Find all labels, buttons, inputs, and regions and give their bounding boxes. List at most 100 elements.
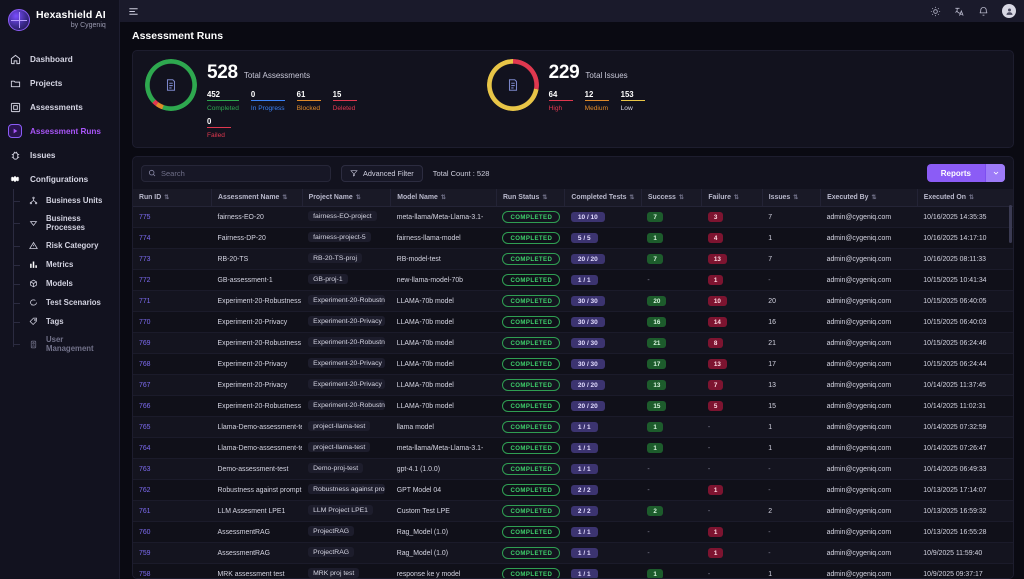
cell-run-id[interactable]: 764 [133, 437, 212, 460]
column-header-executed-on[interactable]: Executed On ⇅ [917, 189, 1013, 208]
hamburger-icon[interactable] [128, 6, 139, 17]
sort-icon[interactable]: ⇅ [164, 195, 170, 202]
sidebar-item-models[interactable]: Models [13, 274, 119, 293]
legend-name: Medium [584, 105, 609, 113]
table-row[interactable]: 772 GB-assessment-1 GB-proj-1 new-llama-mod… [133, 269, 1013, 292]
column-header-failure[interactable]: Failure ⇅ [701, 189, 763, 208]
cell-run-id[interactable]: 772 [133, 269, 212, 292]
cell-run-id[interactable]: 759 [133, 542, 212, 565]
search-box[interactable] [141, 164, 331, 182]
cell-run-id[interactable]: 769 [133, 332, 212, 355]
translate-icon[interactable] [954, 6, 965, 17]
vertical-scrollbar[interactable] [1009, 205, 1012, 244]
table-scroll-area[interactable]: Run ID ⇅ Assessment Name ⇅ Project Name ⇅ M… [133, 189, 1013, 578]
table-row[interactable]: 775 fairness-EO-20 fairness-EO-project meta… [133, 206, 1013, 229]
table-row[interactable]: 767 Experiment-20-Privacy Experiment-20-Pr… [133, 374, 1013, 397]
sidebar-item-risk-category[interactable]: Risk Category [13, 236, 119, 255]
column-header-run-id[interactable]: Run ID ⇅ [133, 189, 213, 208]
sidebar-item-dashboard[interactable]: Dashboard [0, 47, 119, 71]
stat-label: Total Assessments [243, 71, 311, 80]
table-row[interactable]: 765 Llama-Demo-assessment-te project-llama… [133, 416, 1013, 439]
sun-icon[interactable] [930, 6, 941, 17]
cell-run-id[interactable]: 775 [133, 206, 212, 229]
sidebar-nav: Dashboard Projects Assessments Assessmen… [0, 42, 119, 357]
cell-success: 15 [647, 401, 667, 412]
sidebar-item-tags[interactable]: Tags [13, 312, 119, 331]
sidebar-item-user-management[interactable]: User Management [13, 331, 119, 357]
sidebar-item-projects[interactable]: Projects [0, 71, 119, 95]
sort-icon[interactable]: ⇅ [678, 195, 684, 202]
sidebar-item-business-units[interactable]: Business Units [13, 191, 119, 210]
column-header-assessment-name[interactable]: Assessment Name ⇅ [211, 189, 303, 208]
cell-run-id[interactable]: 761 [133, 500, 212, 523]
chevron-down-icon[interactable] [985, 164, 1005, 183]
table-row[interactable]: 762 Robustness against prompt i Robustness… [133, 479, 1013, 502]
search-input[interactable] [161, 168, 324, 178]
cell-run-id[interactable]: 773 [133, 248, 212, 271]
table-row[interactable]: 774 Fairness-DP-20 fairness-project-5 fairn… [133, 227, 1013, 250]
sort-icon[interactable]: ⇅ [440, 195, 446, 202]
sort-icon[interactable]: ⇅ [968, 195, 974, 202]
table-row[interactable]: 758 MRK assessment test MRK proj test respo… [133, 563, 1013, 578]
sort-icon[interactable]: ⇅ [871, 195, 877, 202]
sort-icon[interactable]: ⇅ [282, 195, 288, 202]
cell-run-id[interactable]: 771 [133, 290, 212, 313]
sidebar-item-configurations[interactable]: Configurations [0, 167, 119, 191]
col-label: Run Status [502, 194, 540, 202]
cell-run-id[interactable]: 765 [133, 416, 212, 439]
bell-icon[interactable] [978, 6, 989, 17]
cell-run-id[interactable]: 758 [133, 563, 212, 578]
sort-icon[interactable]: ⇅ [542, 195, 548, 202]
cell-assessment-name: Demo-assessment-test [211, 458, 303, 481]
table-body: 775 fairness-EO-20 fairness-EO-project meta… [133, 206, 1013, 578]
cell-run-id[interactable]: 770 [133, 311, 212, 334]
table-row[interactable]: 760 AssessmentRAG ProjectRAG Rag_Model (1.0… [133, 521, 1013, 544]
sort-icon[interactable]: ⇅ [355, 195, 361, 202]
column-header-run-status[interactable]: Run Status ⇅ [496, 189, 566, 208]
cell-assessment-name: Llama-Demo-assessment-te [211, 437, 303, 460]
table-row[interactable]: 759 AssessmentRAG ProjectRAG Rag_Model (1.0… [133, 542, 1013, 565]
column-header-project-name[interactable]: Project Name ⇅ [302, 189, 392, 208]
advanced-filter-button[interactable]: Advanced Filter [341, 164, 423, 182]
sidebar-item-assessments[interactable]: Assessments [0, 95, 119, 119]
table-row[interactable]: 773 RB-20-TS RB-20-TS-proj RB-model-test COM… [133, 248, 1013, 271]
column-header-completed-tests[interactable]: Completed Tests ⇅ [564, 189, 642, 208]
cell-run-id[interactable]: 767 [133, 374, 212, 397]
table-row[interactable]: 766 Experiment-20-Robustness Experiment-20… [133, 395, 1013, 418]
table-row[interactable]: 770 Experiment-20-Privacy Experiment-20-Pr… [133, 311, 1013, 334]
cell-run-status: COMPLETED [496, 269, 565, 292]
sidebar-subitem-label: Models [46, 279, 73, 288]
cell-model-name: LLAMA-70b model [390, 290, 497, 313]
sidebar-item-assessment-runs[interactable]: Assessment Runs [0, 119, 119, 143]
sidebar-item-issues[interactable]: Issues [0, 143, 119, 167]
table-row[interactable]: 771 Experiment-20-Robustness Experiment-20… [133, 290, 1013, 313]
sidebar-item-test-scenarios[interactable]: Test Scenarios [13, 293, 119, 312]
table-row[interactable]: 763 Demo-assessment-test Demo-proj-test gpt… [133, 458, 1013, 481]
column-header-issues[interactable]: Issues ⇅ [762, 189, 822, 208]
column-header-model-name[interactable]: Model Name ⇅ [390, 189, 497, 208]
sort-icon[interactable]: ⇅ [629, 195, 635, 202]
reports-button[interactable]: Reports [926, 164, 1005, 183]
table-row[interactable]: 764 Llama-Demo-assessment-te project-llama… [133, 437, 1013, 460]
cell-project-name: Experiment-20-Robustness [302, 395, 391, 418]
column-header-success[interactable]: Success ⇅ [641, 189, 703, 208]
cell-issues: 7 [768, 255, 773, 263]
avatar[interactable] [1002, 4, 1016, 18]
cell-run-id[interactable]: 768 [133, 353, 212, 376]
cell-run-id[interactable]: 763 [133, 458, 212, 481]
cell-run-id[interactable]: 762 [133, 479, 212, 502]
sidebar-item-metrics[interactable]: Metrics [13, 255, 119, 274]
stat-legend: 452 Completed 0 In Progress 61 [207, 90, 357, 112]
column-header-executed-by[interactable]: Executed By ⇅ [820, 189, 918, 208]
cell-run-id[interactable]: 766 [133, 395, 212, 418]
status-badge: COMPLETED [502, 463, 561, 476]
cell-run-id[interactable]: 760 [133, 521, 212, 544]
table-row[interactable]: 769 Experiment-20-Robustness Experiment-20… [133, 332, 1013, 355]
cell-run-id[interactable]: 774 [133, 227, 212, 250]
sort-icon[interactable]: ⇅ [793, 195, 799, 202]
table-row[interactable]: 768 Experiment-20-Privacy Experiment-20-Pr… [133, 353, 1013, 376]
cell-issues-wrap: 1 [762, 437, 821, 460]
table-row[interactable]: 761 LLM Assesment LPE1 LLM Project LPE1 Cus… [133, 500, 1013, 523]
sidebar-item-business-processes[interactable]: Business Processes [13, 210, 119, 236]
sort-icon[interactable]: ⇅ [733, 195, 739, 202]
